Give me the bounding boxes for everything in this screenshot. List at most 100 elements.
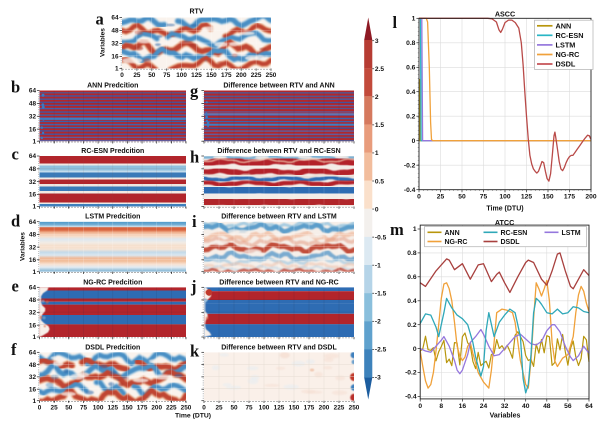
svg-text:RTV: RTV [190, 9, 204, 16]
svg-text:Variables: Variables [100, 28, 107, 57]
svg-text:2: 2 [375, 94, 379, 101]
svg-text:32: 32 [29, 310, 37, 317]
svg-text:50: 50 [148, 72, 156, 79]
svg-text:40: 40 [522, 403, 530, 410]
svg-text:b: b [11, 78, 20, 97]
svg-text:NG-RC: NG-RC [556, 50, 581, 59]
svg-text:64: 64 [29, 153, 37, 160]
svg-text:24: 24 [480, 403, 488, 410]
svg-text:RC-ESN: RC-ESN [501, 230, 528, 237]
svg-text:150: 150 [289, 404, 300, 411]
svg-text:32: 32 [29, 244, 37, 251]
svg-text:c: c [12, 145, 19, 164]
svg-text:175: 175 [221, 72, 232, 79]
svg-text:48: 48 [29, 166, 37, 173]
svg-text:1: 1 [32, 398, 36, 405]
svg-text:50: 50 [230, 404, 238, 411]
svg-text:32: 32 [111, 41, 119, 48]
svg-text:1: 1 [32, 204, 36, 211]
svg-text:125: 125 [107, 404, 118, 411]
svg-text:0.4: 0.4 [406, 89, 416, 96]
svg-text:1: 1 [413, 226, 417, 233]
svg-text:125: 125 [191, 72, 202, 79]
svg-text:16: 16 [29, 126, 37, 133]
svg-text:48: 48 [29, 297, 37, 304]
svg-text:75: 75 [163, 72, 171, 79]
svg-text:32: 32 [501, 403, 509, 410]
svg-text:Variables: Variables [20, 232, 27, 261]
svg-text:0.6: 0.6 [406, 65, 416, 72]
svg-text:250: 250 [266, 72, 277, 79]
svg-text:1: 1 [32, 138, 36, 145]
svg-text:ATCC: ATCC [495, 218, 514, 227]
svg-text:50: 50 [65, 404, 73, 411]
svg-text:150: 150 [122, 404, 133, 411]
svg-text:-1.5: -1.5 [375, 291, 387, 298]
svg-text:j: j [190, 277, 197, 296]
svg-text:25: 25 [133, 72, 141, 79]
svg-text:0: 0 [417, 194, 421, 201]
svg-text:-0.2: -0.2 [405, 370, 417, 377]
svg-text:-2: -2 [375, 319, 381, 326]
svg-text:56: 56 [564, 403, 572, 410]
svg-text:48: 48 [543, 403, 551, 410]
svg-text:250: 250 [181, 404, 192, 411]
svg-text:f: f [11, 340, 17, 359]
svg-text:1: 1 [375, 150, 379, 157]
svg-text:-3: -3 [375, 375, 381, 382]
svg-text:16: 16 [459, 403, 467, 410]
svg-text:0.4: 0.4 [407, 298, 417, 305]
svg-text:d: d [11, 212, 20, 231]
svg-text:0.8: 0.8 [407, 250, 417, 257]
svg-text:l: l [393, 13, 398, 32]
svg-text:LSTM: LSTM [556, 41, 576, 50]
svg-text:75: 75 [245, 404, 253, 411]
svg-text:225: 225 [334, 404, 345, 411]
svg-text:0: 0 [418, 403, 422, 410]
svg-text:ANN Predcition: ANN Predcition [87, 83, 138, 90]
svg-text:Time (DTU): Time (DTU) [486, 206, 523, 213]
svg-text:NG-RC Predcition: NG-RC Predcition [83, 279, 142, 286]
svg-text:125: 125 [521, 194, 532, 201]
svg-text:64: 64 [29, 219, 37, 226]
svg-text:0.8: 0.8 [406, 40, 416, 47]
svg-text:-2.5: -2.5 [375, 347, 387, 354]
svg-text:-0.4: -0.4 [404, 187, 416, 194]
svg-text:Variables: Variables [490, 413, 521, 420]
svg-text:Time (DTU): Time (DTU) [175, 413, 211, 420]
svg-text:LSTM Predcition: LSTM Predcition [85, 214, 140, 221]
svg-text:0: 0 [375, 206, 379, 213]
svg-text:a: a [96, 10, 104, 29]
svg-text:-0.4: -0.4 [405, 394, 417, 401]
svg-text:Difference between RTV and NG-: Difference between RTV and NG-RC [219, 279, 338, 286]
svg-text:200: 200 [236, 72, 247, 79]
svg-text:Difference between RTV and DSD: Difference between RTV and DSDL [221, 344, 337, 351]
svg-text:1: 1 [32, 269, 36, 276]
svg-text:100: 100 [499, 194, 510, 201]
svg-text:0.2: 0.2 [406, 113, 416, 120]
svg-text:75: 75 [480, 194, 488, 201]
svg-text:150: 150 [206, 72, 217, 79]
svg-text:0: 0 [202, 404, 206, 411]
svg-text:NG-RC: NG-RC [445, 239, 468, 246]
svg-text:-1: -1 [375, 262, 381, 269]
svg-text:LSTM: LSTM [562, 230, 581, 237]
svg-text:125: 125 [274, 404, 285, 411]
svg-text:100: 100 [93, 404, 104, 411]
svg-text:0: 0 [38, 404, 42, 411]
svg-text:100: 100 [176, 72, 187, 79]
svg-text:100: 100 [259, 404, 270, 411]
svg-text:DSDL: DSDL [556, 60, 576, 69]
svg-text:0.6: 0.6 [407, 274, 417, 281]
svg-text:16: 16 [29, 386, 37, 393]
svg-text:25: 25 [51, 404, 59, 411]
svg-text:-0.2: -0.2 [404, 162, 416, 169]
svg-text:48: 48 [29, 362, 37, 369]
svg-text:16: 16 [29, 322, 37, 329]
svg-text:25: 25 [437, 194, 445, 201]
svg-text:32: 32 [29, 374, 37, 381]
svg-text:0: 0 [412, 138, 416, 145]
svg-text:64: 64 [111, 15, 119, 22]
svg-text:200: 200 [585, 194, 596, 201]
svg-text:1.5: 1.5 [375, 122, 384, 129]
